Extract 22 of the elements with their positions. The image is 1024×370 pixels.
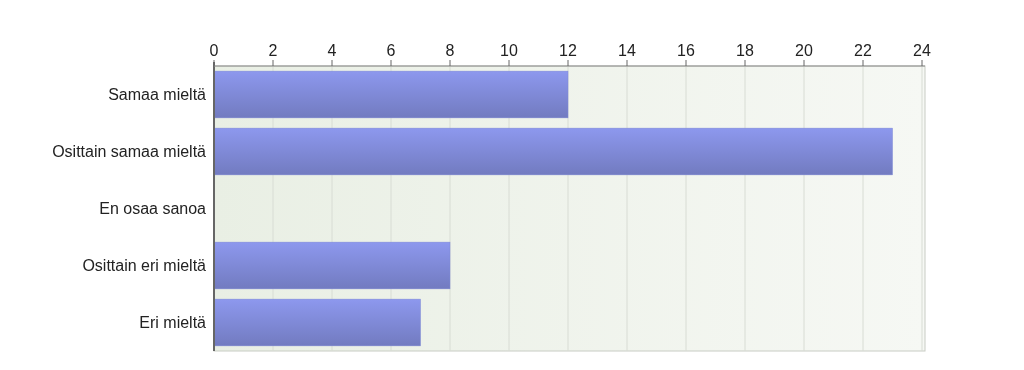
bar (213, 127, 893, 176)
y-tick-label: En osaa sanoa (99, 200, 207, 218)
x-tick-label: 14 (618, 42, 636, 59)
x-tick-label: 2 (268, 42, 278, 59)
x-tick-label: 18 (736, 42, 754, 59)
bar (213, 241, 451, 290)
x-tick-label: 8 (445, 42, 455, 59)
x-tick-label: 22 (854, 42, 872, 59)
bar (213, 298, 421, 347)
x-tick-label: 16 (677, 42, 695, 59)
x-tick-label: 12 (559, 42, 577, 59)
x-tick-label: 6 (386, 42, 396, 59)
y-tick-label: Eri mieltä (139, 314, 207, 332)
y-tick-label: Samaa mieltä (108, 86, 207, 104)
x-tick-label: 10 (500, 42, 518, 59)
x-tick-label: 24 (913, 42, 931, 59)
x-tick-label: 20 (795, 42, 813, 59)
x-tick-label: 0 (209, 42, 219, 59)
y-tick-label: Osittain eri mieltä (82, 257, 207, 275)
y-tick-label: Osittain samaa mieltä (52, 143, 207, 161)
bar (213, 70, 569, 119)
x-tick-label: 4 (327, 42, 337, 59)
